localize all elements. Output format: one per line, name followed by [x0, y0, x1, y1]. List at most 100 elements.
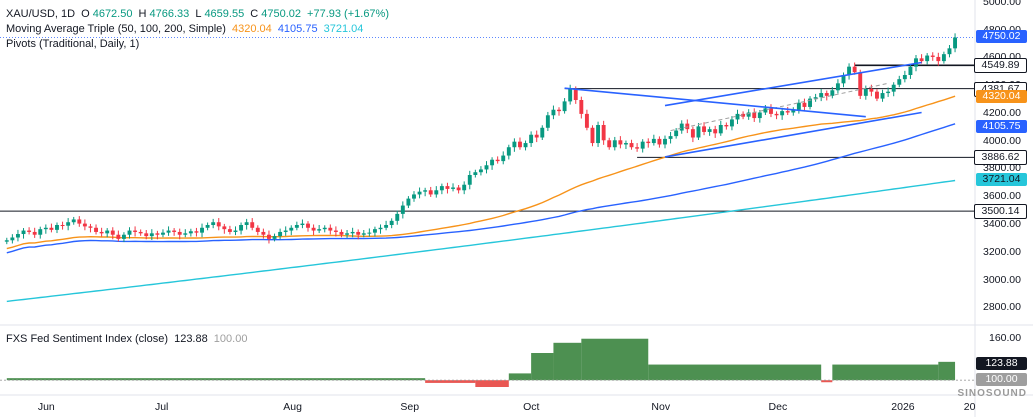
candle-body — [930, 55, 935, 57]
candle-body — [746, 112, 751, 117]
candle-body — [183, 233, 188, 235]
candle-body — [663, 138, 667, 145]
candle-body — [808, 98, 812, 107]
y-tick-label: 5000.00 — [983, 0, 1021, 8]
candle-body — [250, 222, 255, 228]
candle-body — [584, 113, 589, 128]
change-value: +77.93 (+1.67%) — [307, 8, 389, 20]
candle-body — [668, 136, 673, 139]
candle-body — [518, 141, 522, 148]
candle-body — [372, 229, 377, 233]
candle-body — [835, 83, 840, 91]
candle-body — [417, 191, 422, 195]
candle-body — [886, 91, 891, 94]
candle-body — [345, 233, 350, 235]
ma-name: Moving Average Triple (50, 100, 200, Sim… — [6, 23, 226, 35]
candle-body — [774, 113, 779, 116]
candle-body — [205, 225, 210, 228]
candle-body — [389, 220, 394, 225]
sentiment-area — [531, 353, 554, 381]
candle-body — [557, 109, 561, 112]
candle-body — [702, 126, 706, 132]
symbol-label: XAU/USD, 1D — [6, 8, 76, 20]
open-label: O — [81, 8, 90, 20]
candle-body — [573, 88, 578, 100]
candle-body — [333, 230, 338, 232]
candle-body — [328, 227, 333, 231]
candle-body — [601, 125, 606, 141]
indicator-name: FXS Fed Sentiment Index (close) — [6, 333, 169, 345]
sentiment-area — [553, 342, 582, 381]
candle-body — [506, 147, 511, 156]
candle-body — [261, 231, 266, 235]
candle-body — [121, 234, 126, 239]
candle-body — [149, 233, 154, 237]
candle-body — [384, 225, 389, 228]
candle-body — [222, 226, 227, 230]
candle-body — [718, 125, 723, 134]
low-value: 4659.55 — [204, 8, 245, 20]
sentiment-area — [821, 380, 833, 383]
candle-body — [456, 187, 461, 191]
y-tick-label: 2800.00 — [983, 301, 1021, 314]
candle-body — [227, 229, 232, 232]
candle-body — [361, 233, 366, 235]
candle-body — [177, 231, 182, 235]
watermark-logo: SINOSOUND — [957, 388, 1027, 399]
candle-body — [138, 231, 143, 234]
candle-body — [278, 231, 283, 237]
ma200-value: 3721.04 — [323, 23, 364, 35]
candle-body — [769, 108, 773, 114]
candle-body — [267, 234, 271, 239]
candle-body — [428, 190, 433, 195]
candle-body — [824, 93, 829, 96]
x-tick-label: Aug — [283, 401, 302, 413]
candle-body — [551, 109, 556, 116]
candle-body — [367, 232, 372, 234]
candle-body — [869, 88, 874, 92]
candle-body — [646, 141, 651, 144]
candle-body — [612, 140, 617, 148]
candle-body — [495, 159, 500, 162]
candle-body — [105, 230, 110, 234]
candle-body — [813, 97, 818, 99]
candle-body — [763, 108, 768, 113]
candle-body — [194, 231, 199, 233]
sentiment-area — [648, 364, 822, 381]
pivots-name: Pivots (Traditional, Daily, 1) — [6, 38, 140, 50]
candle-body — [490, 159, 495, 166]
x-tick-label: Nov — [651, 401, 671, 413]
sentiment-area — [6, 378, 426, 381]
candle-body — [936, 56, 941, 62]
legend-ma: Moving Average Triple (50, 100, 200, Sim… — [6, 23, 366, 36]
price-axis-label: 4750.02 — [976, 30, 1027, 44]
candle-body — [239, 225, 244, 231]
candle-body — [294, 225, 299, 228]
candle-body — [155, 233, 160, 235]
candle-body — [679, 123, 684, 131]
high-value: 4766.33 — [149, 8, 190, 20]
candle-body — [651, 138, 656, 144]
candle-body — [110, 230, 115, 235]
candle-body — [77, 219, 82, 224]
candle-body — [350, 231, 355, 234]
indicator-y-tick-label: 160.00 — [989, 332, 1022, 345]
sentiment-area — [425, 380, 476, 383]
candle-body — [43, 227, 48, 230]
candle-body — [49, 227, 54, 230]
candle-body — [211, 222, 216, 225]
candle-body — [590, 127, 595, 144]
y-tick-label: 3400.00 — [983, 218, 1021, 230]
ma50-value: 4320.04 — [231, 23, 272, 35]
candle-body — [830, 90, 835, 96]
candle-body — [55, 225, 59, 230]
price-axis-label: 3886.62 — [974, 150, 1027, 166]
candle-body — [501, 155, 506, 162]
channel-mid-line — [670, 82, 889, 132]
candle-body — [897, 79, 902, 85]
candle-body — [796, 102, 801, 110]
candle-body — [696, 126, 701, 138]
indicator-ref: 100.00 — [213, 333, 248, 345]
candle-body — [144, 233, 149, 237]
